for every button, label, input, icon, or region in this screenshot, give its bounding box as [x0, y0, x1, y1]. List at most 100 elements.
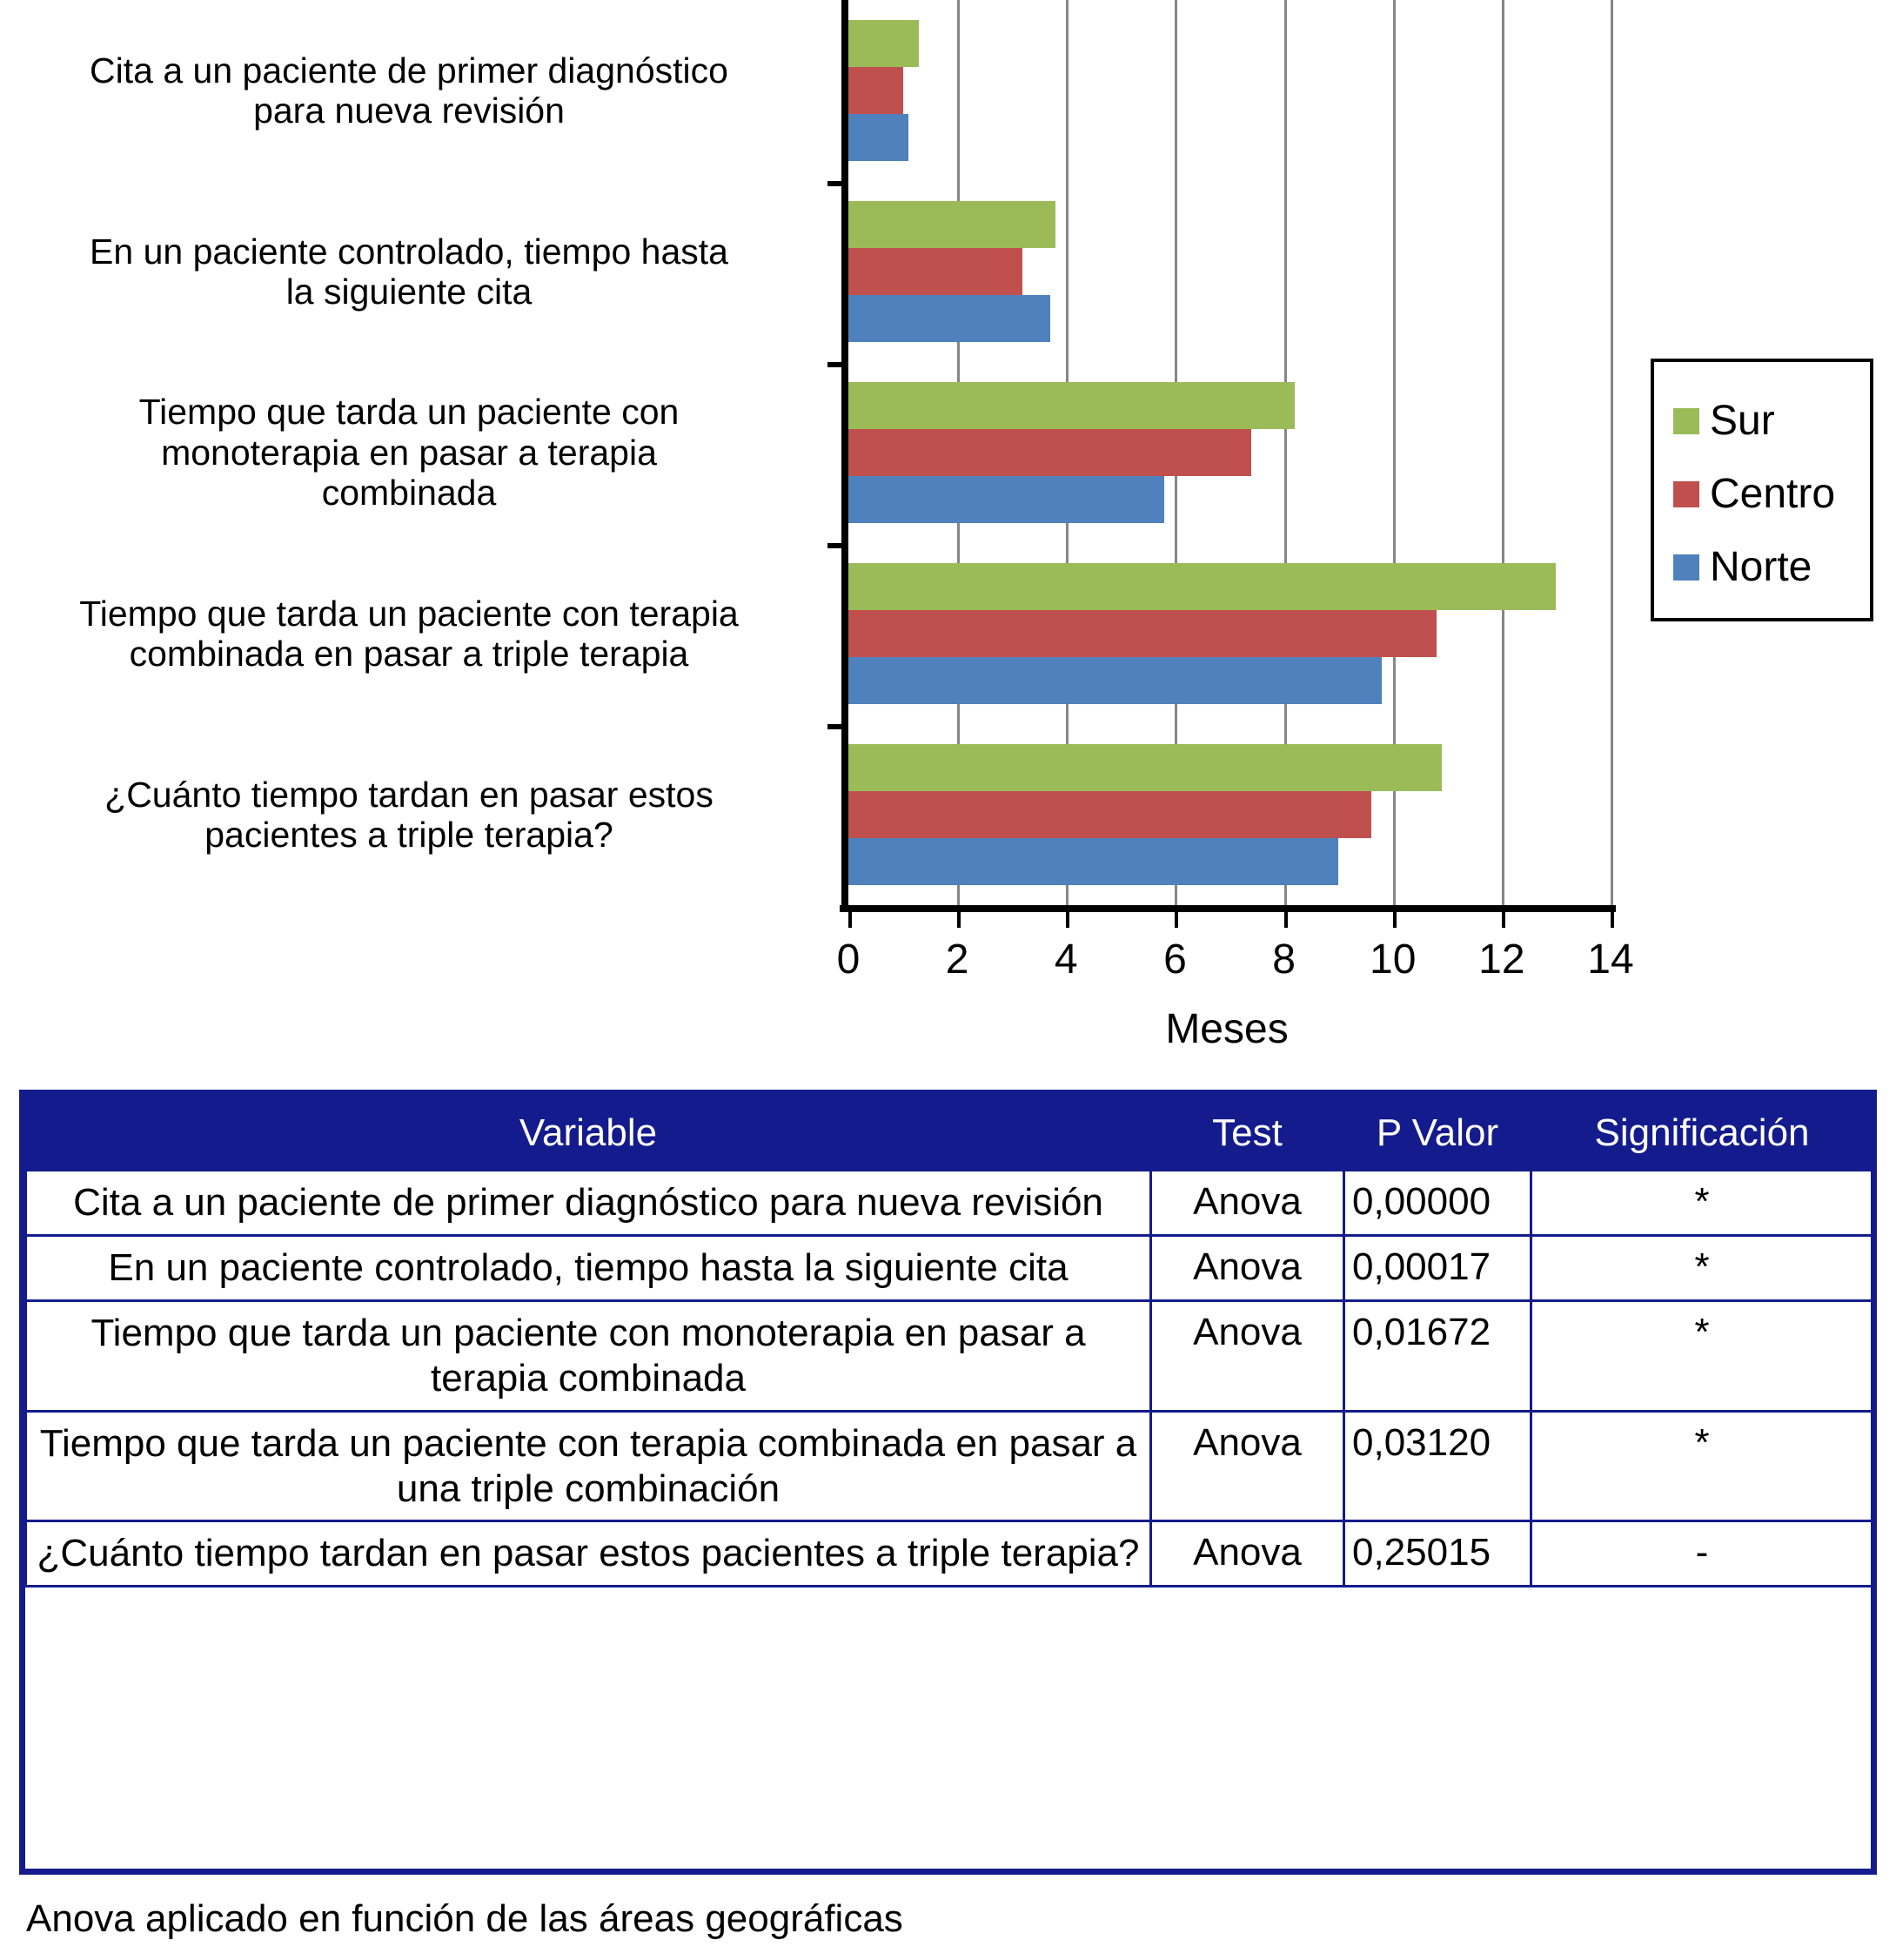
table-row: Tiempo que tarda un paciente con monoter…	[24, 1299, 1874, 1413]
legend-label-norte: Norte	[1710, 544, 1812, 590]
x-axis-line	[840, 905, 1616, 912]
x-axis-tick	[1611, 905, 1614, 928]
cell-significacion: *	[1530, 1299, 1874, 1413]
category-label: Cita a un paciente de primer diagnóstico…	[0, 50, 818, 131]
x-axis-tick	[957, 905, 961, 928]
category-label-line: En un paciente controlado, tiempo hasta	[90, 231, 728, 272]
bar-centro	[848, 429, 1252, 476]
x-axis-tick-label: 0	[836, 936, 861, 983]
cell-significacion: *	[1530, 1169, 1874, 1237]
category-label-line: combinada	[321, 473, 497, 513]
column-header-test: Test	[1149, 1095, 1345, 1171]
category-label-line: para nueva revisión	[253, 91, 565, 131]
y-axis-line	[841, 0, 848, 905]
table-header: Variable Test P Valor Significación	[24, 1095, 1874, 1171]
bar-sur	[848, 563, 1557, 610]
x-axis-tick	[1066, 905, 1070, 928]
cell-test: Anova	[1149, 1299, 1345, 1413]
bar-norte	[848, 476, 1164, 523]
x-axis-tick	[1175, 905, 1179, 928]
cell-variable: Cita a un paciente de primer diagnóstico…	[24, 1169, 1152, 1237]
table-header-row: Variable Test P Valor Significación	[24, 1095, 1874, 1171]
cell-significacion: *	[1530, 1409, 1874, 1523]
category-label-line: Tiempo que tarda un paciente con terapia	[79, 593, 739, 634]
cell-variable: Tiempo que tarda un paciente con terapia…	[24, 1409, 1152, 1523]
legend-swatch-norte	[1673, 554, 1699, 581]
bar-sur	[848, 201, 1055, 248]
category-label-line: la siguiente cita	[285, 272, 533, 312]
category-axis-labels: Cita a un paciente de primer diagnóstico…	[0, 0, 827, 905]
legend-swatch-centro	[1673, 481, 1699, 507]
bar-centro	[848, 791, 1371, 838]
x-axis-tick-label: 6	[1163, 936, 1187, 983]
cell-variable: Tiempo que tarda un paciente con monoter…	[24, 1299, 1152, 1413]
legend-item: Norte	[1673, 531, 1870, 604]
x-axis-tick	[848, 905, 852, 928]
legend-label-sur: Sur	[1710, 398, 1775, 444]
category-label-line: Tiempo que tarda un paciente con	[138, 392, 680, 432]
category-label-line: Cita a un paciente de primer diagnóstico	[90, 50, 728, 91]
table-row: ¿Cuánto tiempo tardan en pasar estos pac…	[24, 1520, 1874, 1588]
category-label-line: combinada en pasar a triple terapia	[129, 634, 689, 675]
cell-test: Anova	[1149, 1409, 1345, 1523]
bar-sur	[848, 382, 1296, 429]
cell-test: Anova	[1149, 1520, 1345, 1588]
gridline	[1392, 0, 1396, 905]
category-label-line: ¿Cuánto tiempo tardan en pasar estos	[104, 774, 714, 815]
cell-significacion: *	[1530, 1233, 1874, 1302]
cell-test: Anova	[1149, 1169, 1345, 1237]
category-label: Tiempo que tarda un paciente con terapia…	[0, 594, 818, 675]
table-row: Tiempo que tarda un paciente con terapia…	[24, 1409, 1874, 1523]
y-axis-tick	[827, 362, 845, 367]
column-header-significacion: Significación	[1530, 1095, 1874, 1171]
bar-sur	[848, 20, 920, 67]
cell-variable: ¿Cuánto tiempo tardan en pasar estos pac…	[24, 1520, 1152, 1588]
plot-area	[827, 0, 1631, 928]
bar-chart: Cita a un paciente de primer diagnóstico…	[0, 0, 1873, 1052]
x-axis-title: Meses	[1165, 1006, 1289, 1052]
y-axis-tick	[827, 181, 845, 186]
cell-pvalue: 0,01672	[1343, 1299, 1532, 1413]
cell-pvalue: 0,03120	[1343, 1409, 1532, 1523]
cell-pvalue: 0,25015	[1343, 1520, 1532, 1588]
bar-sur	[848, 744, 1443, 791]
legend-item: Centro	[1673, 458, 1870, 531]
x-axis-tick-label: 2	[945, 936, 969, 983]
gridline	[1501, 0, 1504, 905]
category-label: En un paciente controlado, tiempo hasta l…	[0, 232, 818, 312]
column-header-variable: Variable	[24, 1095, 1152, 1171]
chart-legend: Sur Centro Norte	[1651, 359, 1873, 621]
bar-centro	[848, 248, 1023, 295]
category-label-line: pacientes a triple terapia?	[204, 815, 613, 856]
cell-variable: En un paciente controlado, tiempo hasta …	[24, 1233, 1152, 1302]
x-axis-tick-label: 10	[1370, 936, 1417, 983]
bar-norte	[848, 838, 1339, 885]
table-row: Cita a un paciente de primer diagnóstico…	[24, 1169, 1874, 1237]
x-axis-tick-label: 8	[1272, 936, 1296, 983]
y-axis-tick	[827, 543, 845, 548]
bar-norte	[848, 114, 908, 161]
legend-swatch-sur	[1673, 408, 1699, 434]
y-axis-tick	[827, 724, 845, 729]
category-label: ¿Cuánto tiempo tardan en pasar estos paci…	[0, 775, 818, 856]
x-axis-tick	[1283, 905, 1288, 928]
x-axis-tick	[1501, 905, 1505, 928]
cell-significacion: -	[1530, 1520, 1874, 1588]
category-label-line: monoterapia en pasar a terapia	[161, 432, 657, 473]
cell-test: Anova	[1149, 1233, 1345, 1302]
bar-centro	[848, 67, 903, 114]
x-axis-tick-label: 4	[1054, 936, 1078, 983]
gridline	[1611, 0, 1613, 905]
legend-label-centro: Centro	[1710, 471, 1836, 517]
bar-norte	[848, 657, 1383, 704]
legend-item: Sur	[1673, 385, 1870, 458]
plot-inner	[827, 0, 1616, 928]
x-axis-tick	[1392, 905, 1397, 928]
gridline	[1283, 0, 1287, 905]
x-axis-tick-label: 14	[1587, 936, 1634, 983]
bar-norte	[848, 295, 1050, 342]
table-row: En un paciente controlado, tiempo hasta …	[24, 1233, 1874, 1302]
cell-pvalue: 0,00017	[1343, 1233, 1532, 1302]
category-label: Tiempo que tarda un paciente con monotera…	[0, 392, 818, 513]
cell-pvalue: 0,00000	[1343, 1169, 1532, 1237]
